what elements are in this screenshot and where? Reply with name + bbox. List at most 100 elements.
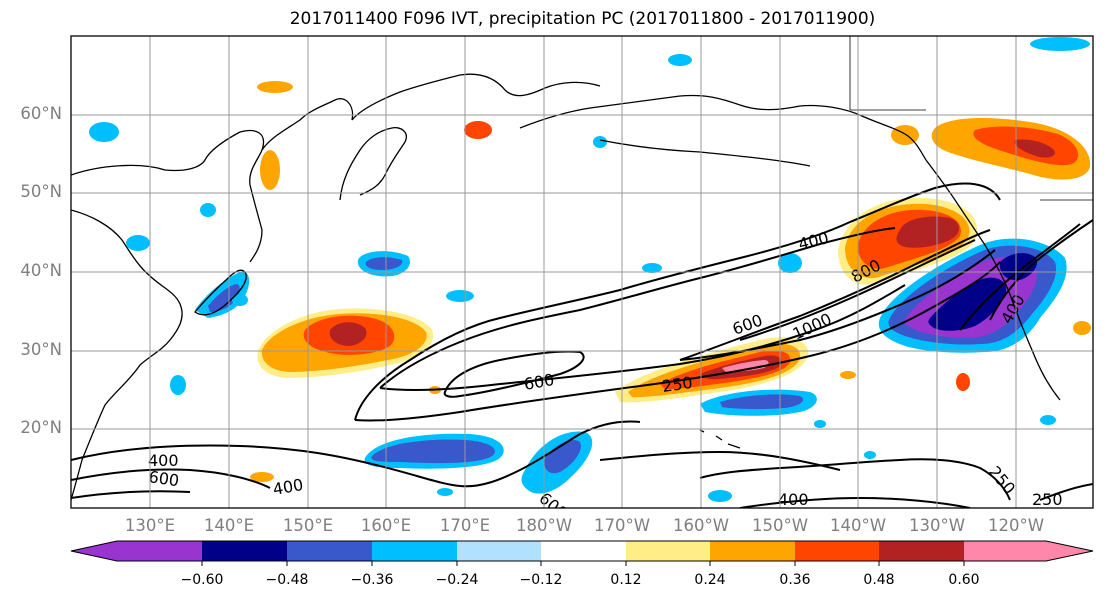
negative-blob-k	[1030, 37, 1090, 51]
ivt-contour-east-edge	[1039, 483, 1093, 501]
colorbar-bin-9	[795, 541, 879, 561]
negative-anomaly-mid-pacific-mid	[720, 394, 804, 410]
coastline-siberia	[261, 73, 601, 151]
ivt-contour-east-south-b	[599, 450, 841, 471]
lat-label-30n: 30°N	[20, 340, 62, 359]
colorbar-bin-10	[879, 541, 964, 561]
ivt-contour-east-south-a	[699, 458, 1011, 501]
positive-anomaly-central-band-strong	[722, 360, 769, 372]
lat-label-20n: 20°N	[20, 418, 62, 437]
colorbar-bin-2	[202, 541, 287, 561]
negative-anomaly-north-coast	[999, 253, 1038, 281]
lon-label-180w: 180°W	[515, 516, 573, 535]
contour-label-400-b: 400	[148, 451, 179, 470]
negative-blob-h	[642, 263, 662, 273]
colorbar-tick-label-2: −0.48	[265, 572, 309, 588]
positive-blob-i	[840, 371, 856, 379]
negative-blob-p	[708, 490, 732, 502]
lon-label-170w: 170°W	[593, 516, 651, 535]
coastline-kamchatka	[339, 126, 407, 201]
colorbar-bin-3	[287, 541, 372, 561]
coastline-alaska	[519, 94, 927, 161]
colorbar-extend-high	[1046, 541, 1093, 561]
contour-label-250-c: 250	[1032, 490, 1063, 509]
ivt-contour-outer-a	[354, 182, 1001, 421]
negative-blob-b	[126, 235, 150, 251]
colorbar-bin-11	[964, 541, 1046, 561]
contour-label-250-a: 250	[661, 373, 694, 396]
graticule	[71, 36, 1093, 508]
negative-blob-l	[1040, 415, 1056, 425]
lon-label-140w: 140°W	[829, 516, 887, 535]
colorbar-tick-label-9: 0.48	[863, 572, 895, 588]
negative-anomaly-south-band-mid	[371, 439, 495, 464]
ivt-contour-south-a	[71, 420, 641, 488]
negative-anomaly-kuril-mid	[365, 257, 403, 270]
negative-anomaly-west-coast-dark	[928, 277, 1007, 331]
colorbar-tick-label-10: 0.60	[948, 572, 980, 588]
ivt-contour-east-south-c	[739, 496, 971, 508]
coastline-japan	[194, 269, 247, 316]
colorbar-bin-5	[457, 541, 541, 561]
ivt-contour-core-b	[679, 249, 996, 361]
negative-blob-e	[170, 375, 186, 395]
negative-anomaly-central-south-mid	[544, 439, 581, 474]
colorbar-tick-label-5: −0.12	[519, 572, 563, 588]
coastline-north-america	[925, 159, 1061, 401]
lon-label-140e: 140°E	[203, 516, 255, 535]
lon-label-150w: 150°W	[751, 516, 809, 535]
colorbar	[70, 540, 1094, 566]
colorbar-tick-label-6: 0.12	[610, 572, 642, 588]
lon-label-150e: 150°E	[282, 516, 334, 535]
lat-label-50n: 50°N	[20, 182, 62, 201]
ivt-contour-outer-b	[354, 261, 1001, 422]
negative-blob-g	[778, 253, 802, 273]
colorbar-tick-label-8: 0.36	[779, 572, 811, 588]
ivt-contour-inner	[443, 350, 585, 398]
negative-blob-f	[446, 290, 474, 302]
negative-blob-c	[200, 203, 216, 217]
ivt-contour-south-c	[71, 490, 191, 499]
coastline-asia	[71, 129, 265, 501]
colorbar-bin-6	[541, 541, 626, 561]
lon-label-160e: 160°E	[360, 516, 412, 535]
ivt-contour-core-c	[739, 239, 976, 341]
positive-anomaly-canada-dark	[1014, 139, 1055, 158]
positive-blob-c	[464, 121, 492, 139]
contour-label-400-d: 400	[778, 490, 809, 509]
positive-blob-a	[257, 81, 293, 93]
ivt-contour-core-a	[679, 229, 991, 361]
positive-anomaly-west-pacific-dark	[329, 322, 367, 346]
lon-label-120w: 120°W	[987, 516, 1045, 535]
colorbar-tick-label-3: −0.36	[350, 572, 394, 588]
positive-blob-g	[250, 472, 274, 482]
colorbar-outline	[70, 540, 1094, 562]
negative-blob-o	[864, 451, 876, 459]
lon-label-130e: 130°E	[124, 516, 176, 535]
colorbar-tick-label-1: −0.60	[180, 572, 224, 588]
ivt-contour-coast-b	[989, 219, 1093, 321]
colorbar-bin-7	[626, 541, 710, 561]
lon-label-130w: 130°W	[908, 516, 966, 535]
colorbar-bin-8	[710, 541, 795, 561]
colorbar-bin-1	[117, 541, 202, 561]
negative-blob-a	[89, 122, 119, 142]
negative-anomaly-japan-mid	[208, 284, 240, 312]
negative-blob-n	[437, 488, 453, 496]
ivt-contour-coast-a	[959, 223, 1081, 331]
colorbar-bin-4	[372, 541, 457, 561]
negative-blob-j	[668, 54, 692, 66]
contour-label-600-c: 600	[147, 467, 180, 490]
negative-blob-i	[593, 136, 607, 148]
negative-blob-m	[814, 420, 826, 428]
lat-label-40n: 40°N	[20, 261, 62, 280]
colorbar-tick-label-7: 0.24	[694, 572, 726, 588]
positive-blob-f	[1073, 321, 1091, 335]
lon-label-170e: 170°E	[439, 516, 491, 535]
lat-label-60n: 60°N	[20, 104, 62, 123]
positive-blob-b	[260, 150, 280, 190]
positive-anomaly-ne-pacific-dark	[896, 216, 959, 248]
ivt-contour-south-b	[71, 468, 271, 489]
colorbar-extend-low	[71, 541, 117, 561]
